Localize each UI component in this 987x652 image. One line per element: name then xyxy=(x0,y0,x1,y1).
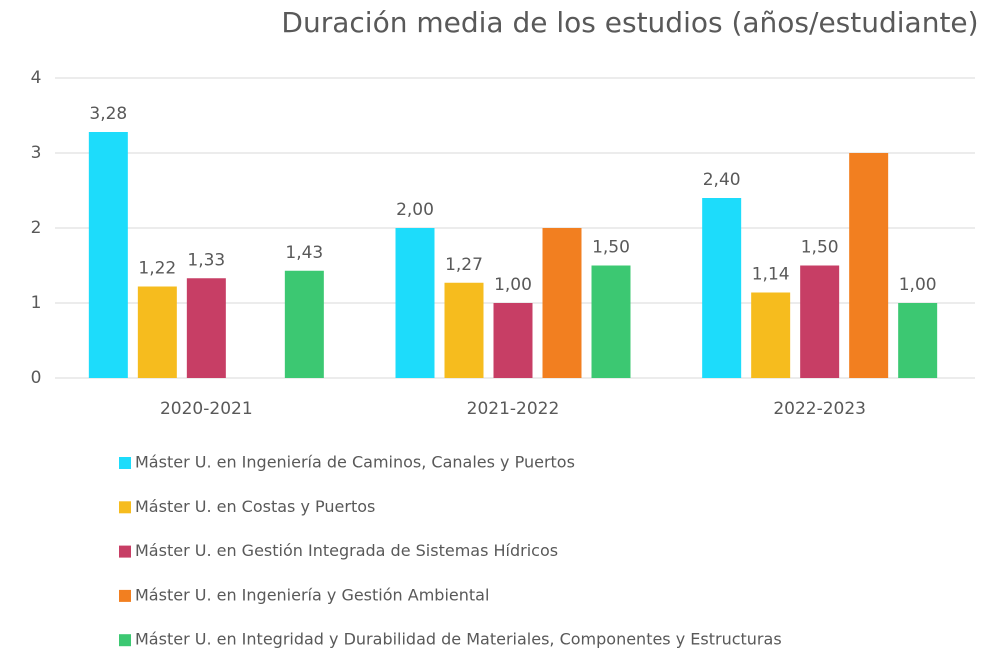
data-label: 1,00 xyxy=(494,275,532,295)
bar xyxy=(542,228,582,378)
data-label: 1,33 xyxy=(187,250,225,270)
bar xyxy=(395,228,435,378)
data-label: 1,27 xyxy=(445,255,483,275)
legend-swatch xyxy=(119,457,131,469)
y-tick-label: 0 xyxy=(31,368,42,388)
legend-label: Máster U. en Ingeniería y Gestión Ambien… xyxy=(135,585,489,604)
data-label: 1,14 xyxy=(752,265,790,285)
data-label: 1,00 xyxy=(899,275,937,295)
data-label: 2,40 xyxy=(703,170,741,190)
x-tick-label: 2021-2022 xyxy=(467,399,560,419)
x-tick-label: 2020-2021 xyxy=(160,399,253,419)
y-tick-label: 3 xyxy=(31,143,42,163)
legend-label: Máster U. en Gestión Integrada de Sistem… xyxy=(135,541,558,560)
bar xyxy=(751,292,791,378)
x-tick-label: 2022-2023 xyxy=(773,399,866,419)
bar xyxy=(444,282,484,378)
data-label: 1,50 xyxy=(801,238,839,258)
legend-label: Máster U. en Integridad y Durabilidad de… xyxy=(135,630,782,649)
data-label: 1,43 xyxy=(285,243,323,263)
bar xyxy=(137,286,177,378)
chart-title: Duración media de los estudios (años/est… xyxy=(281,6,978,39)
bar xyxy=(849,153,889,378)
legend-label: Máster U. en Costas y Puertos xyxy=(135,497,375,516)
bar xyxy=(591,265,631,378)
bar xyxy=(800,265,840,378)
bar xyxy=(186,278,226,378)
legend-label: Máster U. en Ingeniería de Caminos, Cana… xyxy=(135,453,575,472)
bar xyxy=(702,198,742,378)
bar xyxy=(88,132,128,378)
data-label: 2,00 xyxy=(396,200,434,220)
bar xyxy=(898,303,938,378)
legend-swatch xyxy=(119,501,131,514)
y-tick-label: 2 xyxy=(31,218,42,238)
legend-swatch xyxy=(119,589,131,602)
y-tick-label: 1 xyxy=(31,293,42,313)
legend-swatch xyxy=(119,634,131,647)
data-label: 1,22 xyxy=(138,259,176,279)
data-label: 3,28 xyxy=(89,104,127,124)
data-label: 1,50 xyxy=(592,238,630,258)
bar xyxy=(493,303,533,378)
y-tick-label: 4 xyxy=(31,68,42,88)
legend-swatch xyxy=(119,545,131,558)
bar xyxy=(284,270,324,378)
